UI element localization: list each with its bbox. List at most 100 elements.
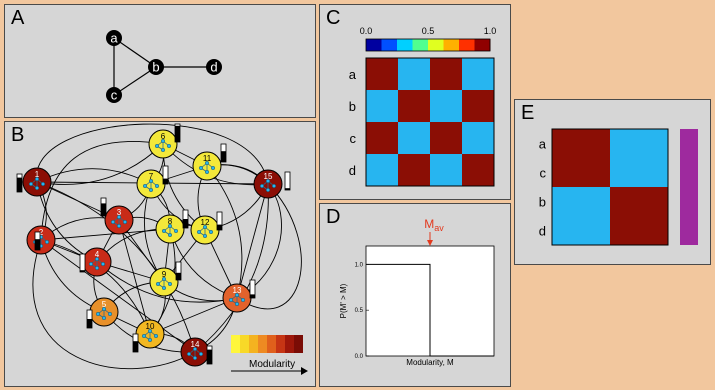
network-edge: [40, 239, 196, 353]
y-tick-label: 0.0: [355, 354, 364, 360]
heatmap-cell: [430, 90, 462, 122]
heatmap-cell: [552, 187, 610, 216]
colorbar-segment: [459, 39, 475, 51]
modularity-bar-fill: [176, 272, 181, 280]
network-edge: [206, 165, 243, 299]
colorbar-segment: [428, 39, 444, 51]
network-node-15: 15: [253, 169, 283, 199]
graph-node-b: b: [148, 59, 164, 75]
network-node-13: 13: [222, 283, 252, 313]
network-edge: [40, 141, 164, 241]
heatmap-c: 0.0 0.5 1.0 a b c d: [349, 26, 497, 187]
network-node-4: 4: [82, 247, 112, 277]
network-node-9: 9: [149, 267, 179, 297]
graph-node-c: c: [106, 87, 122, 103]
y-tick-label: 1.0: [355, 262, 364, 268]
heatmap-row-label: a: [349, 67, 357, 82]
network-edge: [32, 239, 196, 370]
svg-text:d: d: [210, 60, 217, 75]
colorbar-segment: [474, 39, 491, 51]
modularity-bar-fill: [285, 188, 290, 190]
heatmap-row-label: b: [349, 99, 356, 114]
svg-text:3: 3: [117, 208, 122, 217]
chart-d: 0.0 0.5 1.0 Modularity, M P(M' > M) Mav: [339, 217, 495, 367]
network-node-14: 14: [180, 337, 210, 367]
heatmap-cell: [462, 154, 494, 186]
network-edge: [194, 183, 269, 353]
network-node-7: 7: [136, 169, 166, 199]
legend-swatch: [285, 335, 294, 353]
legend-swatch: [258, 335, 267, 353]
panel-e-label: E: [521, 102, 535, 124]
heatmap-cell: [462, 58, 494, 90]
heatmap-cell: [610, 129, 668, 158]
heatmap-cell: [430, 58, 462, 90]
network-node-1: 1: [22, 167, 52, 197]
heatmap-cell: [398, 122, 430, 154]
mav-annotation: Mav: [424, 217, 444, 233]
panel-c-label: C: [326, 7, 341, 29]
legend-swatch: [276, 335, 285, 353]
heatmap-cell: [366, 154, 398, 186]
heatmap-row-label: a: [539, 137, 547, 152]
y-axis-label: P(M' > M): [339, 283, 348, 318]
panel-b: B 1 2 3 4 5 6 7 8 9 10 11 12 13 14 15 Modularity: [4, 121, 316, 387]
network-node-3: 3: [104, 205, 134, 235]
graph-a: a b c d: [106, 30, 222, 103]
network-node-6: 6: [148, 129, 178, 159]
heatmap-cell: [430, 154, 462, 186]
heatmap-cell: [366, 90, 398, 122]
svg-text:7: 7: [149, 172, 154, 181]
colorbar-segment: [397, 39, 413, 51]
graph-node-a: a: [106, 30, 122, 46]
svg-text:15: 15: [264, 172, 273, 181]
legend-swatch: [231, 335, 240, 353]
svg-text:12: 12: [201, 218, 210, 227]
modularity-bar-fill: [87, 319, 92, 328]
svg-text:14: 14: [191, 340, 200, 349]
modularity-bar-fill: [80, 270, 85, 272]
heatmap-cell: [552, 216, 610, 245]
modularity-bar-fill: [221, 151, 226, 162]
modularity-legend-label: Modularity: [249, 359, 296, 370]
legend-swatch: [240, 335, 249, 353]
svg-text:4: 4: [95, 250, 100, 259]
graph-node-d: d: [206, 59, 222, 75]
colorbar-segment: [381, 39, 398, 51]
modularity-bar-fill: [250, 294, 255, 298]
network-node-10: 10: [135, 319, 165, 349]
heatmap-frame: [365, 57, 495, 187]
heatmap-cell: [462, 90, 494, 122]
legend-swatch: [249, 335, 258, 353]
svg-text:13: 13: [233, 286, 242, 295]
heatmap-cell: [398, 90, 430, 122]
network-node-8: 8: [155, 214, 185, 244]
svg-text:6: 6: [161, 132, 166, 141]
network-edge: [206, 164, 282, 299]
panel-b-label: B: [11, 124, 25, 146]
svg-text:2: 2: [39, 228, 44, 237]
mav-arrow-head: [427, 240, 433, 246]
heatmap-cell: [552, 129, 610, 158]
heatmap-cell: [610, 216, 668, 245]
graph-edge-bc: [113, 66, 157, 96]
panel-d: D 0.0 0.5 1.0 Modularity, M P(M' > M) Mav: [319, 203, 511, 387]
network-edge: [236, 183, 302, 310]
svg-text:11: 11: [203, 154, 212, 163]
colorbar-segment: [412, 39, 429, 51]
legend-swatch: [267, 335, 276, 353]
modularity-bar-fill: [217, 224, 222, 230]
panel-d-label: D: [326, 206, 341, 228]
svg-text:5: 5: [102, 300, 107, 309]
modularity-bar-fill: [163, 178, 168, 184]
heatmap-cell: [366, 58, 398, 90]
heatmap-row-label: b: [539, 195, 546, 210]
panel-a: A a b c d: [4, 4, 316, 118]
svg-text:10: 10: [146, 322, 155, 331]
modularity-bar-fill: [35, 239, 40, 250]
colorbar-tick-label: 1.0: [484, 26, 497, 36]
heatmap-cell: [610, 187, 668, 216]
